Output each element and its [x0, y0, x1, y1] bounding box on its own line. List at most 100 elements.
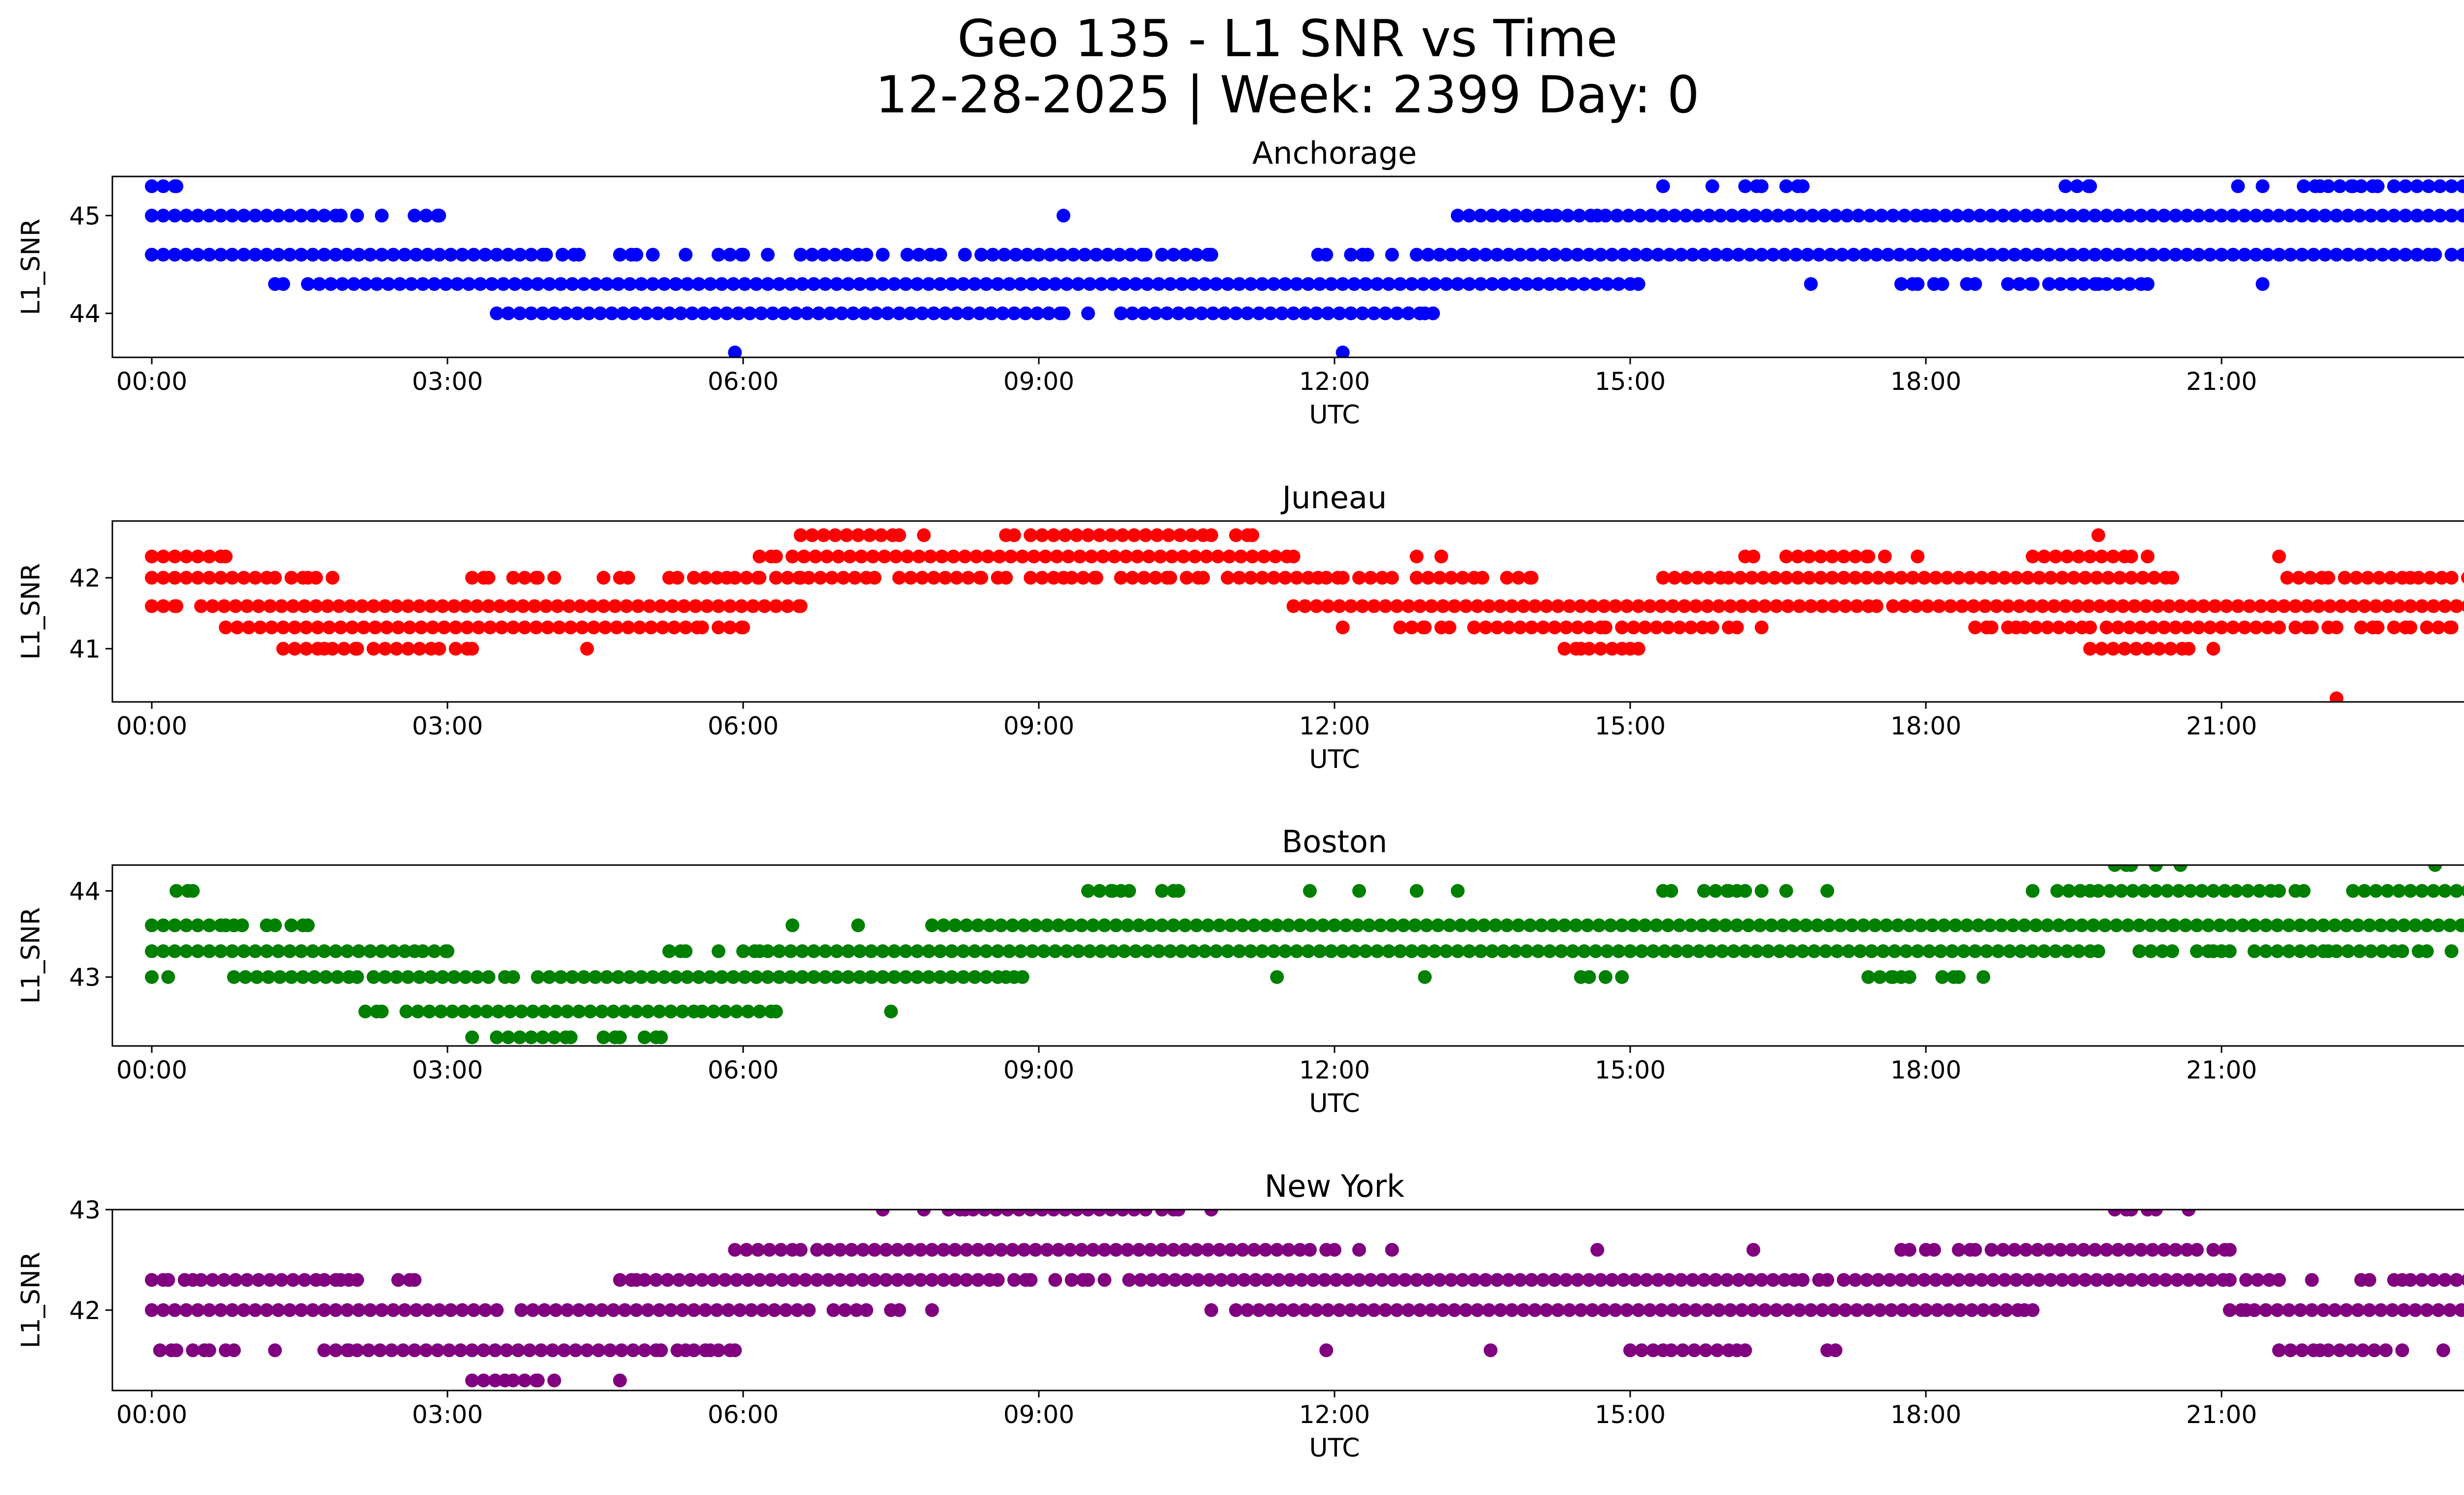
data-point	[2259, 944, 2273, 958]
data-point	[618, 1005, 632, 1019]
data-point	[1497, 944, 1511, 958]
data-point	[1577, 944, 1591, 958]
data-point	[524, 1030, 538, 1044]
data-point	[1478, 620, 1493, 634]
data-point	[529, 620, 543, 634]
data-point	[961, 571, 975, 585]
data-point	[2395, 944, 2409, 958]
data-point	[978, 1210, 992, 1217]
data-point	[1397, 918, 1410, 933]
data-point	[2042, 1243, 2056, 1257]
data-point	[541, 620, 555, 634]
data-point	[828, 247, 842, 262]
data-point	[1101, 247, 1115, 262]
data-point	[1792, 599, 1807, 613]
data-point	[1735, 599, 1749, 613]
data-point	[250, 970, 264, 984]
data-point	[574, 599, 587, 613]
data-point	[370, 277, 384, 291]
data-point	[1019, 306, 1033, 320]
data-point	[329, 1343, 343, 1357]
data-point	[1611, 944, 1626, 958]
data-point	[367, 970, 380, 984]
data-point	[1298, 1303, 1312, 1317]
data-point	[2270, 1303, 2285, 1317]
data-point	[795, 970, 809, 984]
data-point	[1385, 918, 1399, 933]
data-point	[1483, 1343, 1498, 1357]
data-point	[761, 970, 775, 984]
data-point	[1232, 571, 1246, 585]
data-point	[974, 247, 989, 262]
data-point	[1792, 1303, 1807, 1317]
data-point	[1017, 918, 1031, 933]
data-point	[1319, 571, 1334, 585]
data-point	[2318, 209, 2332, 223]
data-point	[191, 247, 205, 262]
data-point	[1825, 571, 1839, 585]
data-point	[2060, 550, 2074, 563]
data-point	[968, 277, 982, 291]
data-point	[1679, 571, 1693, 585]
data-point	[398, 247, 412, 262]
data-point	[1968, 277, 1982, 291]
data-point	[1402, 599, 1415, 613]
data-point	[2444, 209, 2459, 223]
data-point	[2114, 884, 2128, 898]
data-point	[1109, 1243, 1123, 1257]
x-tick-label: 18:00	[1890, 1400, 1961, 1429]
data-point	[1709, 247, 1723, 262]
data-point	[2006, 918, 2020, 933]
data-point	[1580, 918, 1595, 933]
data-point	[1674, 1273, 1688, 1287]
data-point	[1557, 918, 1572, 933]
data-point	[2321, 1343, 2335, 1357]
data-point	[892, 1303, 906, 1317]
data-point	[1163, 571, 1177, 585]
data-point	[1344, 306, 1358, 320]
data-point	[202, 209, 216, 223]
data-point	[1738, 884, 1752, 898]
data-point	[1493, 599, 1507, 613]
data-point	[1482, 1303, 1496, 1317]
data-point	[1043, 247, 1058, 262]
data-point	[772, 944, 787, 958]
data-point	[2067, 1273, 2081, 1287]
data-point	[687, 1343, 701, 1357]
data-point	[1516, 599, 1531, 613]
data-point	[2361, 571, 2375, 585]
data-point	[320, 599, 335, 613]
data-point	[1398, 1273, 1412, 1287]
data-point	[2461, 572, 2464, 584]
data-point	[864, 277, 878, 291]
data-point	[776, 1273, 789, 1287]
data-point	[1245, 550, 1260, 563]
data-point	[2410, 247, 2424, 262]
data-point	[1278, 571, 1292, 585]
data-point	[179, 209, 193, 223]
data-point	[2206, 1243, 2221, 1257]
data-point	[1847, 247, 1861, 262]
data-point	[850, 1303, 863, 1317]
data-point	[1264, 1303, 1277, 1317]
data-point	[580, 1343, 594, 1357]
data-point	[2226, 247, 2240, 262]
data-point	[156, 1303, 171, 1317]
data-point	[268, 571, 282, 585]
data-point	[1451, 944, 1465, 958]
data-point	[1467, 247, 1481, 262]
data-point	[971, 918, 985, 933]
data-point	[1917, 571, 1931, 585]
data-point	[899, 970, 913, 984]
data-point	[2185, 599, 2199, 613]
data-point	[1886, 209, 1900, 223]
x-tick-label: 18:00	[1890, 367, 1961, 396]
data-point	[298, 599, 311, 613]
data-point	[2094, 642, 2109, 656]
data-point	[1985, 1243, 1999, 1257]
data-point	[202, 1303, 216, 1317]
data-point	[757, 599, 772, 613]
data-point	[1444, 1273, 1458, 1287]
data-point	[1431, 918, 1445, 933]
data-point	[1880, 918, 1893, 933]
